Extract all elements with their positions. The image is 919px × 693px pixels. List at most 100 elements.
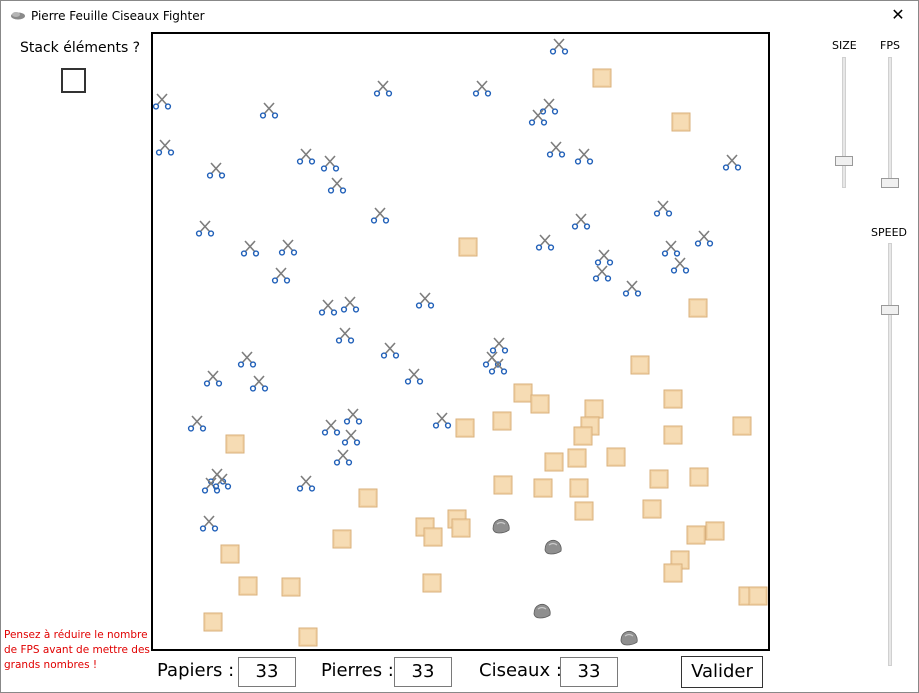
paper-icon: [606, 447, 626, 467]
scissors-icon: [296, 148, 316, 165]
paper-icon: [225, 434, 245, 454]
scissors-icon: [340, 296, 360, 313]
scissors-icon: [722, 154, 742, 171]
paper-icon: [458, 237, 478, 257]
paper-icon: [584, 399, 604, 419]
paper-icon: [513, 383, 533, 403]
scissors-icon: [370, 207, 390, 224]
rocks-count-input[interactable]: 33: [394, 657, 452, 687]
size-slider-thumb[interactable]: [835, 156, 853, 167]
scissors-icon: [373, 80, 393, 97]
rocks-count-label: Pierres :: [321, 660, 394, 681]
paper-icon: [544, 452, 564, 472]
paper-icon: [642, 499, 662, 519]
scissors-icon: [546, 141, 566, 158]
scissors-icon: [341, 429, 361, 446]
paper-icon: [203, 612, 223, 632]
paper-icon: [533, 478, 553, 498]
paper-icon: [423, 527, 443, 547]
scissors-icon: [622, 280, 642, 297]
scissors-icon: [237, 351, 257, 368]
scissors-icon: [539, 98, 559, 115]
paper-icon: [281, 577, 301, 597]
scissors-icon: [380, 342, 400, 359]
stack-elements-checkbox[interactable]: [61, 68, 86, 93]
scissors-icon: [249, 375, 269, 392]
close-icon[interactable]: ✕: [891, 5, 905, 24]
fps-slider-track[interactable]: [888, 57, 892, 188]
paper-icon: [663, 425, 683, 445]
scissors-icon: [528, 109, 548, 126]
scissors-icon: [203, 370, 223, 387]
scissors-icon: [661, 240, 681, 257]
paper-icon: [663, 563, 683, 583]
scissors-icon: [320, 155, 340, 172]
size-slider-label: SIZE: [832, 39, 857, 52]
speed-slider-thumb[interactable]: [881, 304, 899, 315]
scissors-icon: [271, 267, 291, 284]
scissors-icon: [333, 449, 353, 466]
scissors-icon: [489, 337, 509, 354]
scissors-icon: [201, 477, 221, 494]
scissors-icon: [296, 475, 316, 492]
scissors-icon: [535, 234, 555, 251]
paper-icon: [732, 416, 752, 436]
paper-icon: [649, 469, 669, 489]
validate-button[interactable]: Valider: [681, 656, 763, 688]
size-slider-track[interactable]: [842, 57, 846, 188]
paper-icon: [705, 521, 725, 541]
title-bar: Pierre Feuille Ciseaux Fighter ✕: [1, 1, 918, 31]
fps-slider-thumb[interactable]: [881, 178, 899, 188]
game-arena: [151, 32, 770, 651]
papers-count-label: Papiers :: [157, 660, 235, 681]
scissors-icon: [207, 468, 227, 485]
papers-count-input[interactable]: 33: [238, 657, 296, 687]
scissors-icon: [327, 177, 347, 194]
rock-app-icon: [11, 12, 25, 20]
paper-icon: [492, 411, 512, 431]
paper-icon: [748, 586, 768, 606]
scissors-icon: [694, 230, 714, 247]
paper-icon: [358, 488, 378, 508]
scissors-icon: [187, 415, 207, 432]
paper-icon: [238, 576, 258, 596]
paper-icon: [493, 475, 513, 495]
scissors-icon: [592, 265, 612, 282]
rock-icon: [544, 539, 562, 555]
scissors-icon: [571, 213, 591, 230]
scissors-icon: [321, 419, 341, 436]
scissors-icon: [278, 239, 298, 256]
stack-elements-label: Stack éléments ?: [20, 40, 141, 56]
scissors-icon: [472, 80, 492, 97]
scissors-icon: [574, 148, 594, 165]
window-title: Pierre Feuille Ciseaux Fighter: [31, 9, 205, 23]
paper-icon: [689, 467, 709, 487]
scissors-icon: [549, 38, 569, 55]
paper-icon: [663, 389, 683, 409]
scissors-count-input[interactable]: 33: [560, 657, 618, 687]
scissors-icon: [155, 139, 175, 156]
paper-icon: [671, 112, 691, 132]
scissors-icon: [653, 200, 673, 217]
rock-icon: [533, 603, 551, 619]
scissors-icon: [240, 240, 260, 257]
paper-icon: [567, 448, 587, 468]
fps-slider-label: FPS: [880, 39, 900, 52]
paper-icon: [422, 573, 442, 593]
paper-icon: [298, 627, 318, 647]
scissors-icon: [343, 408, 363, 425]
scissors-icon: [335, 327, 355, 344]
paper-icon: [630, 355, 650, 375]
paper-icon: [451, 518, 471, 538]
fps-warning: Pensez à réduire le nombre de FPS avant …: [4, 629, 150, 671]
paper-icon: [455, 418, 475, 438]
scissors-icon: [415, 292, 435, 309]
paper-icon: [573, 426, 593, 446]
rock-icon: [492, 518, 510, 534]
paper-icon: [574, 501, 594, 521]
scissors-icon: [318, 299, 338, 316]
scissors-icon: [195, 220, 215, 237]
scissors-icon: [153, 93, 172, 110]
speed-slider-track[interactable]: [888, 243, 892, 666]
